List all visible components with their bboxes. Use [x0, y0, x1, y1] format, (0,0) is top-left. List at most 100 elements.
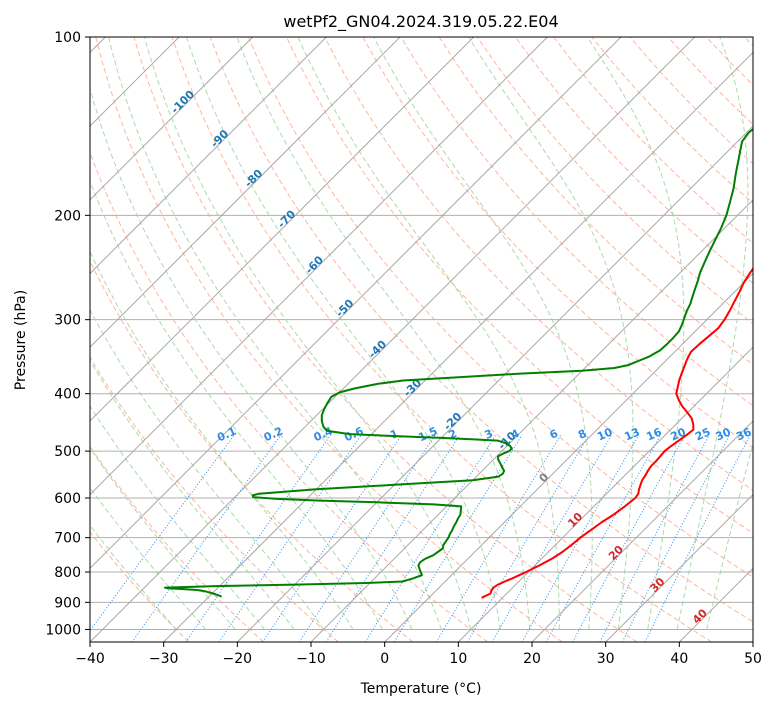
dry-adiabat: [744, 37, 753, 47]
y-tick-label: 800: [54, 565, 81, 581]
isotherm-line: [90, 37, 548, 496]
x-tick-label: 20: [523, 651, 541, 667]
moist-adiabat: [90, 405, 265, 630]
dry-adiabat: [705, 37, 753, 86]
moist-adiabat: [297, 37, 560, 630]
moist-adiabat: [373, 37, 593, 630]
isotherm-line: [678, 567, 753, 642]
moist-adiabat: [90, 308, 324, 630]
sounding-profiles: [164, 127, 753, 599]
isotherm-line: [163, 51, 753, 642]
y-tick-label: 100: [54, 30, 81, 46]
moist-adiabat: [676, 37, 749, 630]
isotherm-line: [90, 37, 622, 570]
isotherm-line: [90, 37, 254, 201]
mixing-ratio-line: [572, 434, 686, 642]
x-tick-label: 50: [744, 651, 762, 667]
dry-adiabat: [90, 445, 264, 642]
isotherm-line: [384, 272, 753, 642]
dry-adiabat: [515, 37, 753, 284]
isotherm-label: -40: [366, 338, 389, 361]
temperature-profile: [481, 267, 753, 599]
mixing-ratio-line: [325, 434, 461, 642]
isotherm-line: [752, 641, 753, 642]
isotherm-label: -80: [242, 167, 265, 190]
dry-adiabat: [324, 37, 753, 491]
dry-adiabat: [400, 37, 753, 407]
mixing-ratio-line: [545, 434, 662, 642]
isotherm-label: -70: [275, 207, 298, 230]
mixing-ratio-line: [435, 434, 562, 642]
background-lines: [90, 37, 753, 642]
moist-adiabat: [90, 179, 383, 630]
mixing-ratio-line: [131, 434, 282, 642]
y-tick-label: 600: [54, 491, 81, 507]
isotherm-line: [605, 493, 753, 642]
y-tick-label: 500: [54, 444, 81, 460]
mixing-ratio-line: [491, 434, 612, 642]
moist-adiabat: [586, 37, 685, 630]
dry-adiabat: [95, 37, 563, 642]
mixing-ratio-line: [621, 434, 730, 642]
isotherm-label: -100: [168, 87, 197, 116]
y-tick-label: 1000: [45, 622, 81, 638]
mixing-ratio-line: [218, 434, 362, 642]
x-axis-ticks: −40 −30 −20 −10 0 10 20 30 40 50: [75, 642, 762, 667]
dry-adiabat: [90, 356, 339, 642]
dry-adiabat: [667, 37, 753, 126]
mixing-ratio-label: 1.5: [416, 425, 439, 445]
dry-adiabat: [553, 37, 753, 244]
dry-adiabat: [90, 260, 414, 642]
isotherm-line: [310, 199, 753, 642]
moist-adiabat: [108, 37, 442, 630]
dry-adiabat: [171, 37, 712, 642]
isopleth-labels: -100-90-80-70-60-50-40-30-20-10010203040…: [168, 87, 753, 626]
x-tick-label: 30: [597, 651, 615, 667]
moist-adiabat: [236, 37, 531, 630]
x-tick-label: 0: [380, 651, 389, 667]
mixing-ratio-label: 0.2: [262, 424, 285, 444]
isotherm-line: [531, 420, 753, 642]
isotherm-label: 30: [648, 575, 668, 595]
moist-adiabat: [90, 250, 354, 630]
y-axis-label: Pressure (hPa): [13, 290, 29, 390]
mixing-ratio-label: 25: [693, 425, 712, 443]
isotherm-label: 40: [690, 606, 710, 626]
chart-title: wetPf2_GN04.2024.319.05.22.E04: [283, 12, 558, 32]
isotherm-line: [236, 125, 753, 642]
mixing-ratio-line: [599, 434, 710, 642]
y-tick-label: 900: [54, 595, 81, 611]
mixing-ratio-line: [298, 434, 436, 642]
mixing-ratio-line: [644, 434, 751, 642]
y-tick-label: 700: [54, 531, 81, 547]
dry-adiabat: [209, 37, 753, 623]
isotherm-label: -50: [333, 297, 356, 320]
mixing-ratio-line: [364, 434, 497, 642]
isotherm-label: 10: [565, 510, 585, 530]
mixing-ratio-label: 6: [548, 427, 561, 442]
mixing-ratio-label: 20: [669, 425, 689, 443]
mixing-ratio-line: [262, 434, 402, 642]
mixing-ratio-line: [393, 434, 523, 642]
moist-adiabat: [90, 86, 413, 630]
x-tick-label: 10: [449, 651, 467, 667]
isotherm-line: [90, 37, 696, 642]
y-axis-ticks: 100 200 300 400 500 600 700 800 900 1000: [45, 30, 90, 638]
mixing-ratio-label: 36: [734, 425, 754, 443]
mixing-ratio-label: 16: [644, 425, 664, 443]
dry-adiabat: [247, 37, 753, 578]
isotherm-line: [90, 37, 475, 422]
x-tick-label: −20: [223, 651, 253, 667]
mixing-ratio-line: [467, 434, 590, 642]
x-tick-label: −10: [296, 651, 326, 667]
y-tick-label: 400: [54, 387, 81, 403]
x-tick-label: −40: [75, 651, 105, 667]
dry-adiabat: [362, 37, 753, 449]
moist-adiabat: [468, 37, 634, 630]
isotherm-line: [457, 346, 753, 642]
dry-adiabat: [90, 150, 488, 642]
moist-adiabat: [706, 441, 753, 630]
mixing-ratio-label: 13: [622, 425, 641, 443]
x-axis-label: Temperature (°C): [360, 681, 482, 697]
